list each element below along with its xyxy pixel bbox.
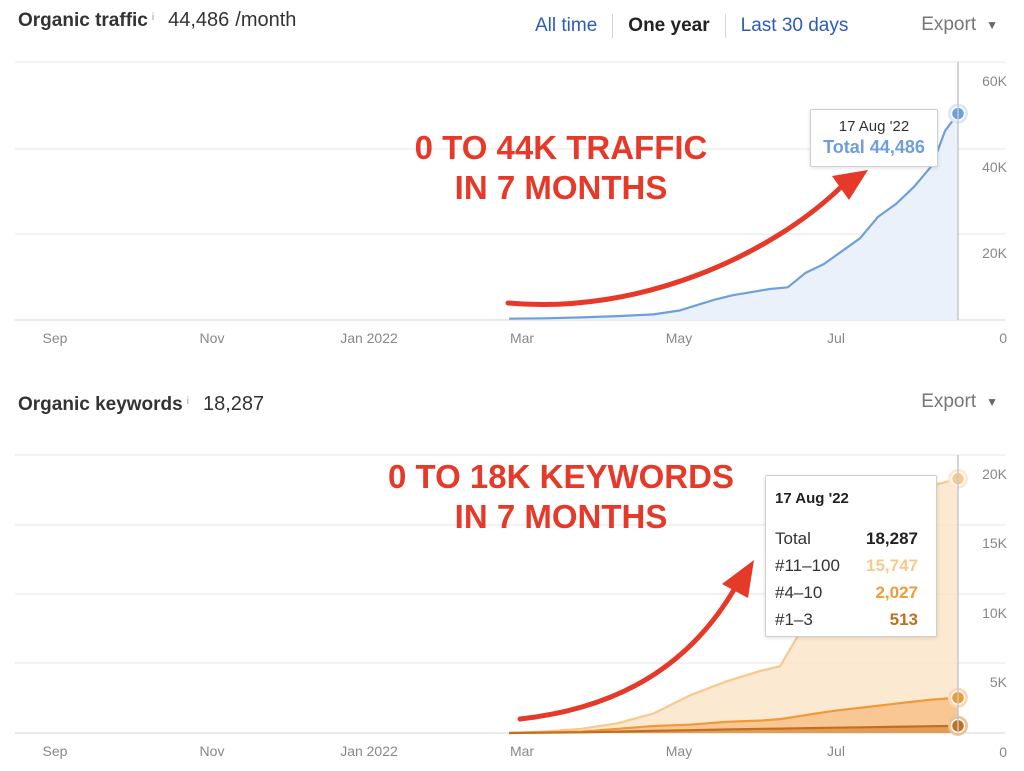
tooltip-row-value: 2,027 [875,583,918,602]
tooltip-row-label: Total [775,529,811,548]
kw-1-3-line [509,724,959,735]
range-all-time-button[interactable]: All time [535,15,598,36]
tooltip-date: 17 Aug '22 [775,490,849,507]
tooltip-row-value: 513 [889,610,918,629]
traffic-y-ticks: 60K 40K 20K 0 [982,73,1008,346]
x-tick-label: Mar [510,330,534,346]
traffic-line [509,112,959,320]
export-label: Export [921,391,977,412]
traffic-unit: /month [235,9,297,31]
x-tick-label: Sep [43,743,68,759]
range-divider [724,14,726,38]
y-tick-label: 10K [982,605,1008,621]
traffic-annotation-line-2: IN 7 MONTHS [455,169,668,206]
tooltip-row: #4–10 2,027 [775,579,918,606]
keywords-export-button[interactable]: Export ▼ [921,391,998,413]
caret-down-icon: ▼ [986,18,998,32]
y-tick-label: 15K [982,535,1008,551]
y-tick-label: 0 [999,330,1007,346]
traffic-x-ticks: Sep Nov Jan 2022 Mar May Jul [43,330,845,346]
keywords-annotation-line-2: IN 7 MONTHS [455,498,668,535]
x-tick-label: Mar [510,743,534,759]
keywords-value: 18,287 [202,393,265,415]
keywords-annotation-line-1: 0 TO 18K KEYWORDS [388,458,734,495]
tooltip-row: #1–3 513 [775,606,918,633]
traffic-annotation-line-1: 0 TO 44K TRAFFIC [415,129,708,166]
traffic-export-button[interactable]: Export ▼ [921,14,998,36]
range-last-30-days-button[interactable]: Last 30 days [740,15,849,36]
tooltip-date: 17 Aug '22 [838,118,910,135]
x-tick-label: Jul [827,743,845,759]
tooltip-row-label: #1–3 [775,610,813,629]
export-label: Export [921,14,977,35]
tooltip-row-value: 15,747 [866,556,918,575]
keywords-tooltip: 17 Aug '22 Total 18,287 #11–100 15,747 #… [765,475,937,637]
x-tick-label: Nov [200,330,225,346]
traffic-tooltip: 17 Aug '22 Total 44,486 [810,109,938,167]
kw-4-10-line [509,696,959,735]
x-tick-label: Sep [43,330,68,346]
x-tick-label: May [666,743,692,759]
x-tick-label: Jul [827,330,845,346]
traffic-annotation-arrow [505,170,868,308]
range-one-year-button[interactable]: One year [628,15,710,36]
tooltip-row-label: #4–10 [775,583,823,602]
traffic-chart: 60K 40K 20K 0 Sep Nov Jan 2022 Mar May J… [15,61,1008,346]
keywords-x-ticks: Sep Nov Jan 2022 Mar May Jul [43,743,845,759]
x-tick-label: Nov [200,743,225,759]
tooltip-total: Total 44,486 [811,137,937,158]
keywords-header: Organic keywords i 18,287 [18,393,264,416]
traffic-area [509,113,958,320]
caret-down-icon: ▼ [986,395,998,409]
tooltip-row: Total 18,287 [775,525,918,552]
x-tick-label: Jan 2022 [340,743,398,759]
x-tick-label: May [666,330,692,346]
traffic-value: 44,486 [168,9,230,31]
info-icon[interactable]: i [186,396,189,407]
info-icon[interactable]: i [151,12,155,23]
y-tick-label: 60K [982,73,1008,89]
traffic-header: Organic traffic i 44,486 /month [18,9,296,32]
traffic-title: Organic traffic [18,10,148,31]
tooltip-total-value: 44,486 [869,137,925,157]
x-tick-label: Jan 2022 [340,330,398,346]
range-divider [612,14,614,38]
y-tick-label: 40K [982,159,1008,175]
range-selector: All time One year Last 30 days [535,14,848,38]
tooltip-row-label: #11–100 [775,556,840,575]
tooltip-total-label: Total [823,137,865,157]
keywords-annotation-arrow [517,560,754,722]
y-tick-label: 20K [982,245,1008,261]
keywords-title: Organic keywords [18,394,183,415]
tooltip-row: #11–100 15,747 [775,552,918,579]
kw-4-10-area [509,697,958,733]
tooltip-row-value: 18,287 [866,529,918,548]
keywords-y-ticks: 20K 15K 10K 5K 0 [982,466,1008,760]
y-tick-label: 20K [982,466,1008,482]
y-tick-label: 0 [999,744,1007,760]
y-tick-label: 5K [990,674,1008,690]
